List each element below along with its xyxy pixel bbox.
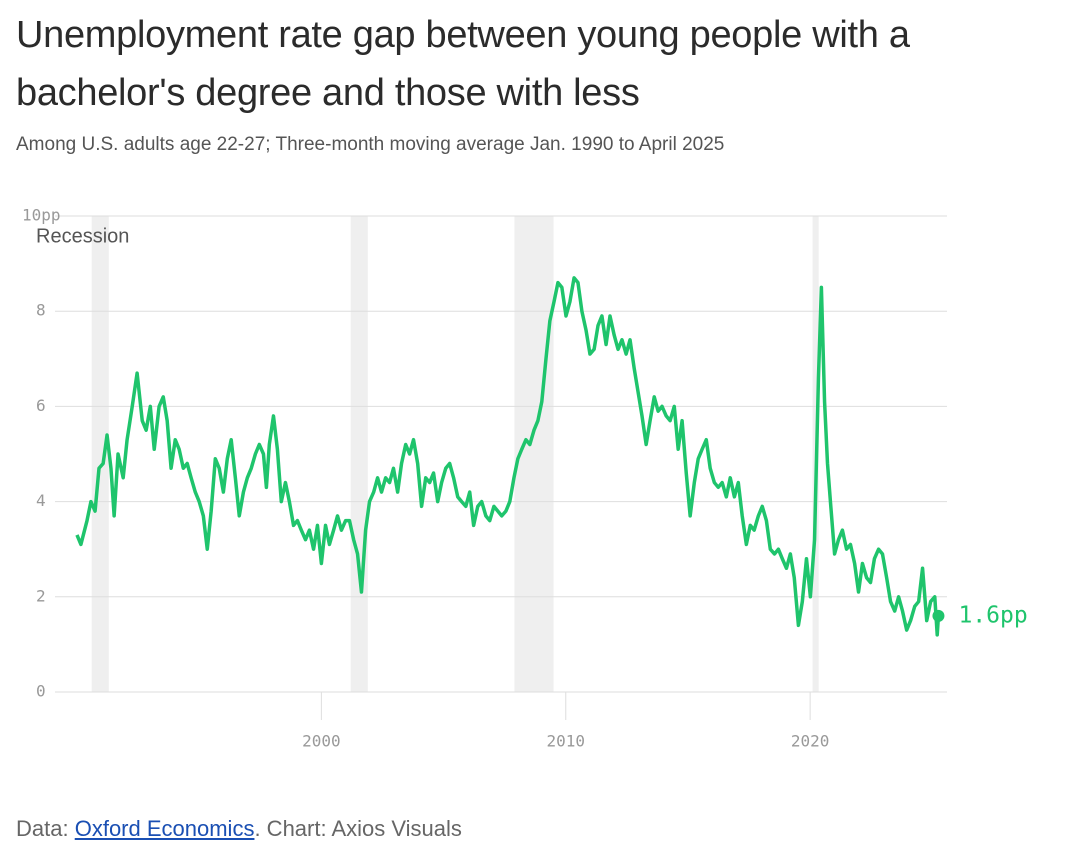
x-tick-label: 2020 [791,732,830,751]
end-label: 1.6pp [958,602,1027,628]
y-tick-label: 2 [36,586,46,605]
source-note: Data: Oxford Economics. Chart: Axios Vis… [16,816,462,842]
end-dot [932,609,945,622]
x-tick-label: 2000 [302,732,341,751]
y-tick-label: 10pp [22,206,61,225]
chart: 0 2 4 6 10pp 8 Recession 2000 2010 2020 1.6pp [22,206,1028,751]
source-link[interactable]: Oxford Economics [74,816,255,841]
y-tick-label: 4 [36,491,46,510]
recession-label: Recession [36,225,129,247]
data-line [75,276,941,637]
y-tick-label: 8 [36,301,46,320]
recession-band [350,216,368,692]
chart-subtitle: Among U.S. adults age 22-27; Three-month… [16,134,725,155]
x-tick-label: 2010 [546,732,585,751]
source-prefix: Data: [16,816,69,841]
source-suffix: . Chart: Axios Visuals [254,816,462,841]
y-tick-label: 0 [36,682,46,701]
y-tick-label: 6 [36,396,46,415]
chart-title: Unemployment rate gap between young peop… [16,14,910,114]
recession-band [91,216,109,692]
